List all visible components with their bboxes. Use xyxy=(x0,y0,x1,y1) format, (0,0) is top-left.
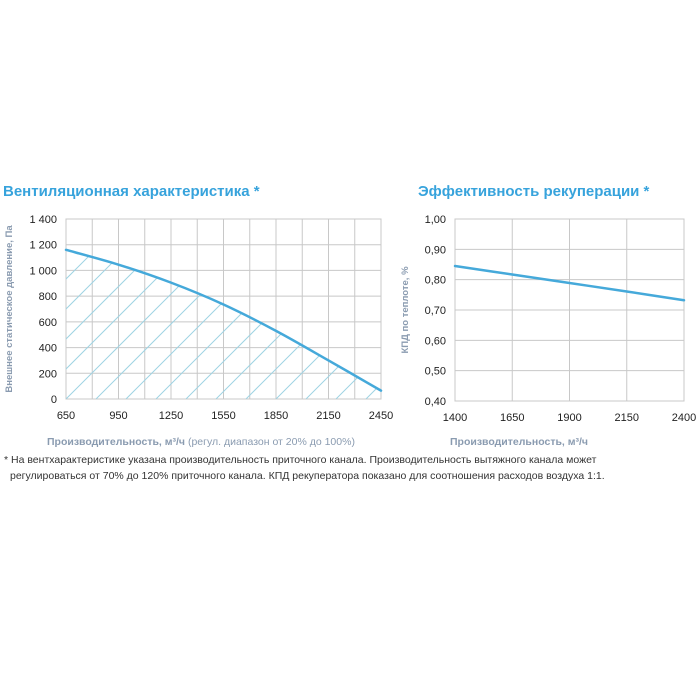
x-tick-label: 1850 xyxy=(264,410,288,422)
x-tick-label: 2450 xyxy=(369,410,393,422)
hatch-line xyxy=(66,249,257,399)
y-tick-label: 0,40 xyxy=(425,396,446,408)
hatch-line xyxy=(275,249,381,399)
footnote-line-2: регулироваться от 70% до 120% приточного… xyxy=(10,470,605,482)
footnote: * На вентхарактеристике указана производ… xyxy=(4,452,694,484)
footnote-line-1: * На вентхарактеристике указана производ… xyxy=(4,454,597,466)
x-axis-label-text: Производительность, м³/ч xyxy=(47,436,186,448)
series-line xyxy=(64,248,383,392)
x-tick-label: 2150 xyxy=(316,410,340,422)
recuperation-chart: 1400 1650 1900 2150 2400 0,40 0,50 0,60 0,70 0,80… xyxy=(400,214,696,424)
y-tick-label: 1,00 xyxy=(425,214,446,226)
hatch-line xyxy=(155,249,381,399)
y-tick-label: 0,70 xyxy=(425,305,446,317)
y-tick-label: 1 400 xyxy=(29,214,57,226)
series-line xyxy=(453,264,686,302)
x-axis-label-text: Производительность, м³/ч xyxy=(450,436,589,448)
x-tick-label: 1400 xyxy=(443,412,467,424)
hatch-line xyxy=(335,249,381,399)
hatch-line xyxy=(125,249,377,399)
y-tick-label: 0 xyxy=(51,394,57,406)
y-tick-label: 400 xyxy=(39,343,57,355)
x-axis-label-note: (регул. диапазон от 20% до 100%) xyxy=(187,436,355,448)
hatch-line xyxy=(426,149,676,399)
hatch-line xyxy=(66,249,287,399)
chart-title-recuperation: Эффективность рекуперации * xyxy=(418,183,650,200)
x-tick-label: 2150 xyxy=(615,412,639,424)
y-tick-label: 800 xyxy=(39,291,57,303)
x-tick-label: 1250 xyxy=(159,410,183,422)
x-tick-label: 2400 xyxy=(672,412,696,424)
y-tick-label: 0,90 xyxy=(425,244,446,256)
hatch-line xyxy=(95,249,347,399)
x-tick-label: 1550 xyxy=(211,410,235,422)
hatched-area xyxy=(66,149,676,399)
y-tick-label: 0,50 xyxy=(425,366,446,378)
chart-title-ventilation: Вентиляционная характеристика * xyxy=(3,183,260,200)
x-tick-label: 1650 xyxy=(500,412,524,424)
y-tick-label: 200 xyxy=(39,368,57,380)
y-tick-label: 0,80 xyxy=(425,275,446,287)
x-axis-label-ventilation: Производительность, м³/ч (регул. диапазо… xyxy=(47,436,355,448)
y-tick-label: 1 000 xyxy=(29,265,57,277)
y-axis-label: Внешнее статическое давление, Па xyxy=(4,225,15,393)
hatch-line xyxy=(66,249,317,399)
y-axis-label: КПД по теплоте, % xyxy=(400,266,411,354)
y-tick-label: 1 200 xyxy=(29,240,57,252)
y-tick-label: 600 xyxy=(39,317,57,329)
hatch-line xyxy=(66,249,197,399)
hatch-line xyxy=(66,249,227,399)
plot-frame xyxy=(454,218,685,402)
y-tick-label: 0,60 xyxy=(425,335,446,347)
x-axis-label-recuperation: Производительность, м³/ч xyxy=(450,436,588,448)
x-tick-label: 650 xyxy=(57,410,75,422)
hatch-line xyxy=(66,249,137,399)
x-tick-label: 950 xyxy=(109,410,127,422)
hatch-line xyxy=(66,249,167,399)
hatch-line xyxy=(245,249,381,399)
x-tick-label: 1900 xyxy=(557,412,581,424)
ventilation-chart: 650 950 1250 1550 1850 2150 2450 0 200 400 600 800 1… xyxy=(4,149,676,422)
